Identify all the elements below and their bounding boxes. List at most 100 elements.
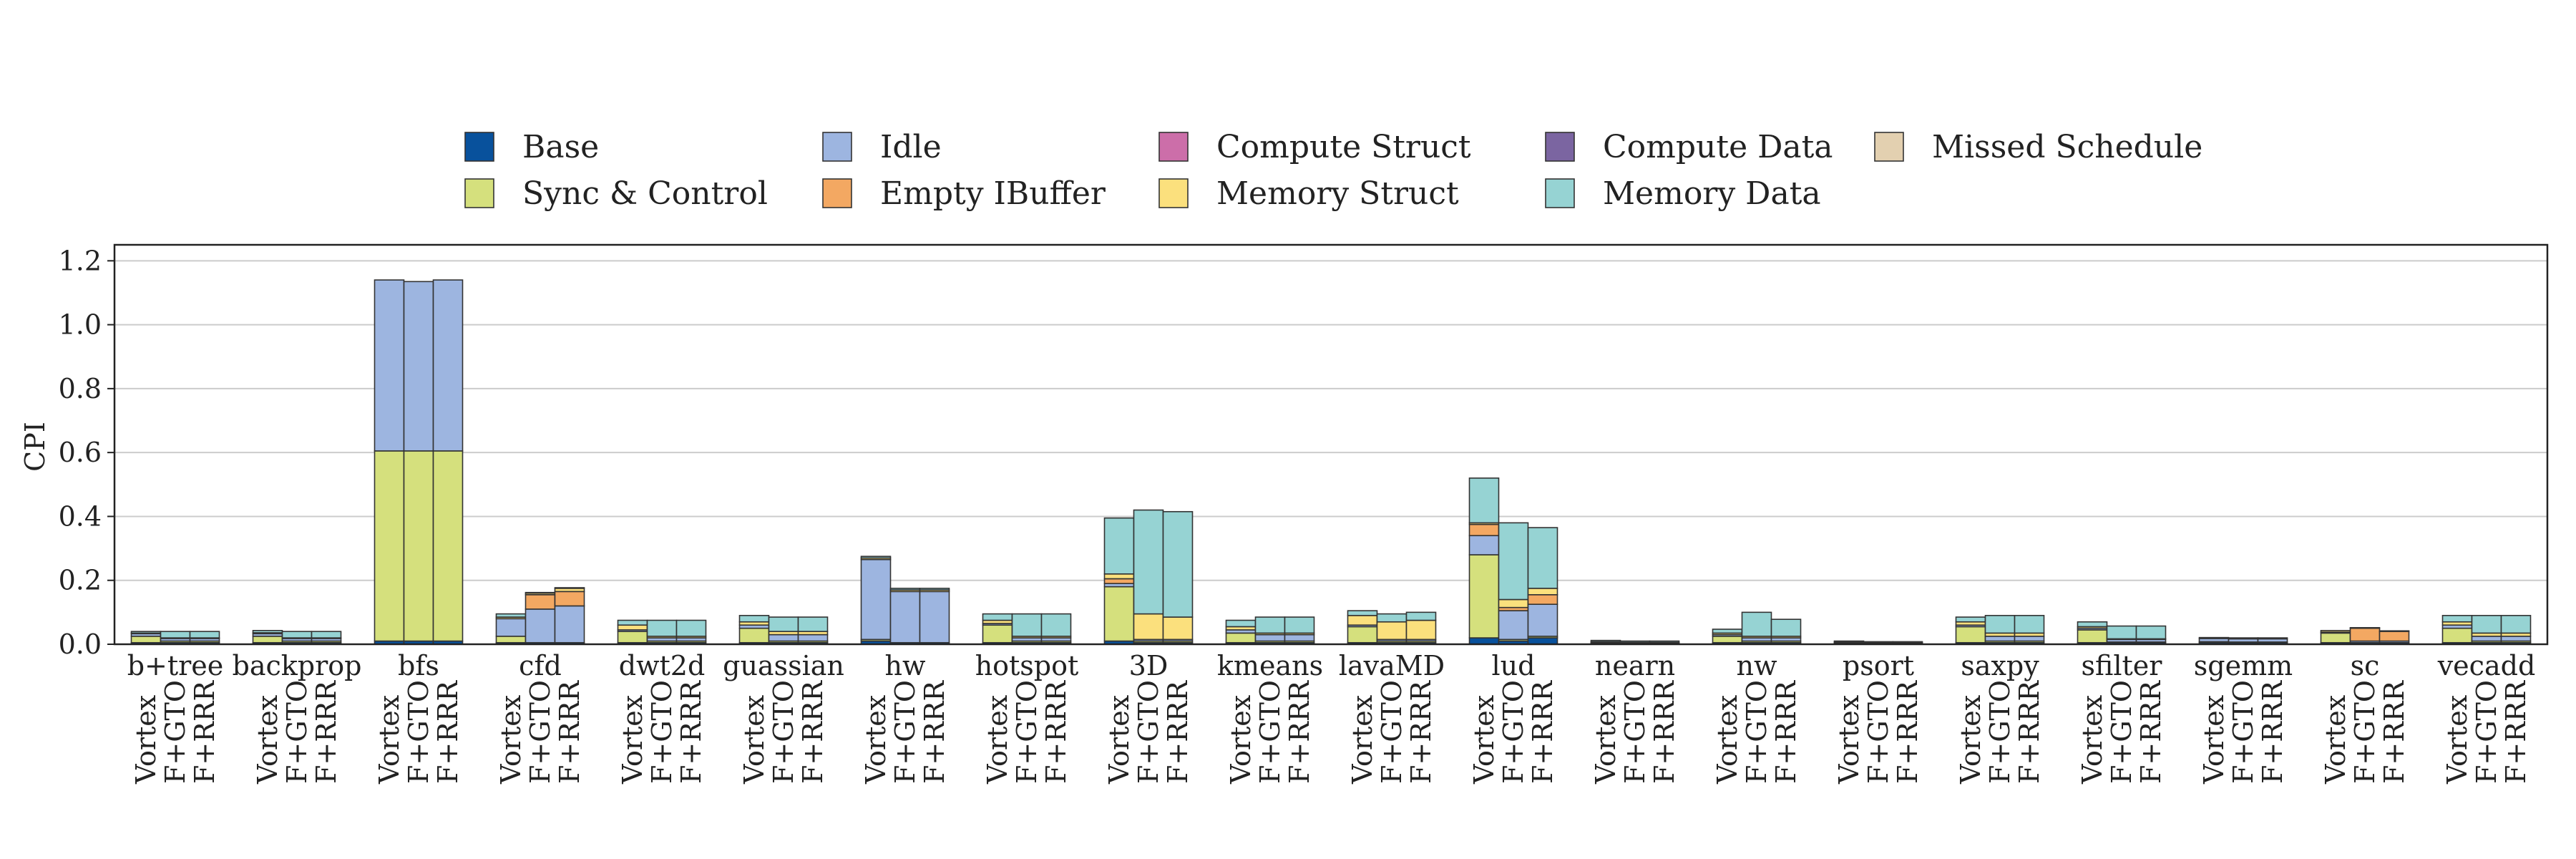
- config-label: Vortex: [495, 695, 527, 785]
- config-label: Vortex: [1468, 695, 1500, 785]
- bar-saxpy-vortex-sync-control: [1956, 626, 1986, 642]
- group-label-saxpy: saxpy: [1961, 650, 2039, 681]
- config-label: F+GTO: [1498, 680, 1529, 784]
- group-label-b-tree: b+tree: [127, 650, 224, 681]
- bar-saxpy-f-gto-idle: [1986, 636, 2015, 641]
- y-axis: 0.0 0.2 0.4 0.6 0.8 1.0 1.2: [59, 245, 114, 660]
- config-label: Vortex: [2320, 695, 2351, 785]
- bar-group-lud: [1470, 478, 1558, 644]
- bar-vecadd-f-gto-memory-data: [2472, 616, 2502, 634]
- bar-cfd-f-gto-idle: [526, 609, 555, 643]
- bar-vecadd-f-gto-idle: [2472, 636, 2502, 641]
- bar-nearn-f-rrr-memory-data: [1650, 641, 1679, 643]
- bar-3d-vortex-memory-struct: [1105, 574, 1134, 579]
- bar-group-hotspot: [983, 614, 1071, 644]
- bar-backprop-vortex-memory-data: [253, 631, 283, 633]
- bar-b-tree-f-gto-memory-data: [161, 631, 190, 638]
- bar-vecadd-vortex-memory-data: [2443, 616, 2472, 622]
- legend-swatch-idle: [823, 132, 852, 161]
- y-tick-label: 0.6: [59, 437, 102, 468]
- bar-sc-vortex-sync-control: [2321, 633, 2351, 642]
- bar-bfs-f-rrr-idle: [434, 280, 463, 451]
- bar-lud-f-rrr-empty-ibuffer: [1528, 595, 1558, 604]
- config-label: F+RRR: [1649, 680, 1680, 784]
- bar-group-dwt2d: [618, 621, 706, 644]
- legend-swatch-sync-control: [465, 179, 494, 208]
- bar-lud-f-gto-memory-data: [1499, 523, 1528, 599]
- legend-swatch-memory-data: [1546, 179, 1574, 208]
- bar-hw-vortex-memory-data: [862, 556, 891, 558]
- bar-psort-vortex-memory-data: [1835, 641, 1864, 642]
- config-label: F+GTO: [1254, 680, 1286, 784]
- bar-lud-f-rrr-memory-data: [1528, 528, 1558, 588]
- config-label: Vortex: [982, 695, 1013, 785]
- legend-item-memory-data: Memory Data: [1546, 175, 1821, 212]
- legend-item-empty-ibuffer: Empty IBuffer: [823, 175, 1106, 212]
- config-label: Vortex: [2198, 695, 2230, 785]
- bar-group-guassian: [740, 616, 828, 644]
- bar-sc-f-gto-empty-ibuffer: [2351, 629, 2380, 641]
- config-label: F+GTO: [1133, 680, 1164, 784]
- bar-dwt2d-f-gto-memory-data: [648, 621, 677, 636]
- bar-lavamd-f-gto-memory-data: [1377, 614, 1407, 622]
- config-label: Vortex: [130, 695, 162, 785]
- legend-label-idle: Idle: [880, 129, 942, 165]
- config-label: Vortex: [1833, 695, 1865, 785]
- bar-saxpy-f-rrr-memory-data: [2015, 616, 2044, 634]
- bar-lavamd-vortex-memory-data: [1348, 611, 1377, 616]
- config-label: Vortex: [1103, 695, 1135, 785]
- config-label: F+GTO: [403, 680, 434, 784]
- legend-label-compute-struct: Compute Struct: [1216, 129, 1471, 165]
- group-label-sc: sc: [2351, 650, 2380, 681]
- config-label: Vortex: [1347, 695, 1378, 785]
- legend-swatch-missed-schedule: [1875, 132, 1903, 161]
- config-label: F+GTO: [2471, 680, 2502, 784]
- bar-bfs-vortex-sync-control: [375, 451, 404, 641]
- legend-label-empty-ibuffer: Empty IBuffer: [880, 175, 1106, 212]
- config-label: F+RRR: [797, 680, 829, 784]
- bar-lud-f-rrr-base: [1528, 638, 1558, 644]
- bar-sc-vortex-memory-struct: [2321, 631, 2351, 632]
- legend-label-compute-data: Compute Data: [1603, 129, 1833, 165]
- config-label: F+RRR: [919, 680, 950, 784]
- config-label: F+GTO: [160, 680, 191, 784]
- bar-group-hw: [862, 556, 950, 644]
- bar-psort-f-gto-memory-data: [1864, 641, 1893, 642]
- bar-lud-vortex-sync-control: [1470, 555, 1499, 638]
- config-label: Vortex: [252, 695, 283, 785]
- bar-saxpy-vortex-memory-data: [1956, 617, 1986, 622]
- legend-label-memory-data: Memory Data: [1603, 175, 1821, 212]
- bar-group-cfd: [497, 588, 585, 644]
- bar-cfd-vortex-sync-control: [497, 636, 526, 643]
- bar-lavamd-f-rrr-memory-data: [1407, 612, 1436, 620]
- bar-dwt2d-vortex-memory-data: [618, 621, 648, 626]
- bar-cfd-f-rrr-empty-ibuffer: [555, 591, 585, 606]
- bar-cfd-vortex-idle: [497, 618, 526, 636]
- config-label: F+RRR: [432, 680, 464, 784]
- bar-hotspot-f-gto-memory-data: [1013, 614, 1042, 636]
- config-label: F+RRR: [1162, 680, 1194, 784]
- y-tick-label: 0.4: [59, 500, 102, 532]
- bar-dwt2d-vortex-memory-struct: [618, 625, 648, 630]
- config-label: F+RRR: [1284, 680, 1315, 784]
- bar-cfd-vortex-memory-data: [497, 614, 526, 617]
- group-label-lavamd: lavaMD: [1339, 650, 1445, 681]
- bar-3d-f-gto-memory-struct: [1134, 614, 1163, 640]
- config-label: F+GTO: [2349, 680, 2381, 784]
- legend-item-base: Base: [465, 129, 599, 165]
- legend-label-base: Base: [522, 129, 599, 165]
- bar-lud-f-rrr-memory-struct: [1528, 588, 1558, 595]
- config-label: Vortex: [860, 695, 892, 785]
- legend-item-idle: Idle: [823, 129, 942, 165]
- bar-nw-vortex-sync-control: [1713, 636, 1742, 643]
- config-label: F+RRR: [1405, 680, 1437, 784]
- bar-cfd-f-gto-empty-ibuffer: [526, 595, 555, 609]
- bar-lud-vortex-base: [1470, 638, 1499, 644]
- bar-sfilter-vortex-memory-data: [2078, 622, 2107, 627]
- config-label: F+GTO: [1011, 680, 1043, 784]
- bar-3d-vortex-empty-ibuffer: [1105, 578, 1134, 583]
- bar-sgemm-f-gto-memory-data: [2229, 638, 2258, 639]
- config-label: F+GTO: [1984, 680, 2016, 784]
- group-label-psort: psort: [1843, 650, 1914, 681]
- bar-lavamd-f-rrr-memory-struct: [1407, 621, 1436, 640]
